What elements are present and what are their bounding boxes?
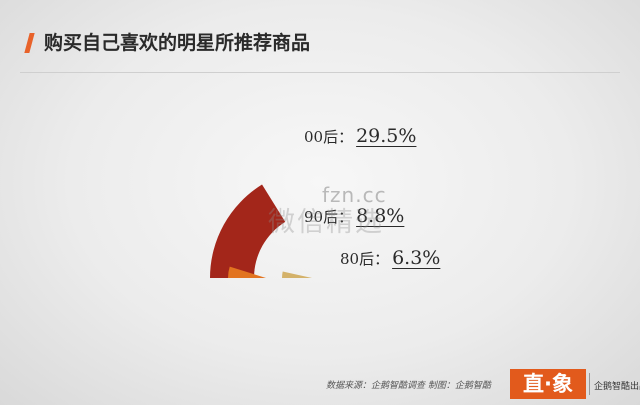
page-title: 购买自己喜欢的明星所推荐商品 [44, 32, 311, 54]
logo-separator [589, 373, 590, 395]
label-80hou-prefix: 80后： [340, 250, 390, 268]
brand-logo-text: 直·象 [523, 372, 573, 396]
data-source: 数据来源：企鹅智酷调查 制图：企鹅智酷 [326, 381, 491, 391]
watermark-domain: fzn.cc [322, 183, 387, 207]
label-90hou-value: 8.8% [356, 205, 405, 227]
label-80hou-value: 6.3% [392, 247, 441, 269]
label-90hou-prefix: 90后： [304, 208, 354, 226]
label-90hou: 90后： 8.8% [304, 205, 404, 227]
label-00hou-prefix: 00后： [304, 128, 354, 146]
sector-00后 [210, 184, 286, 278]
header: 购买自己喜欢的明星所推荐商品 [0, 0, 640, 72]
watermark-text: 微信精选 [268, 207, 384, 238]
label-00hou-value: 29.5% [356, 125, 417, 147]
brand-logo: 直·象 [510, 369, 586, 399]
producer-label: 企鹅智酷出品 [594, 382, 640, 392]
label-00hou: 00后： 29.5% [304, 125, 416, 147]
sector-90后 [228, 266, 266, 278]
header-divider [20, 72, 620, 73]
sector-80后 [282, 271, 312, 278]
label-80hou: 80后： 6.3% [340, 247, 440, 269]
